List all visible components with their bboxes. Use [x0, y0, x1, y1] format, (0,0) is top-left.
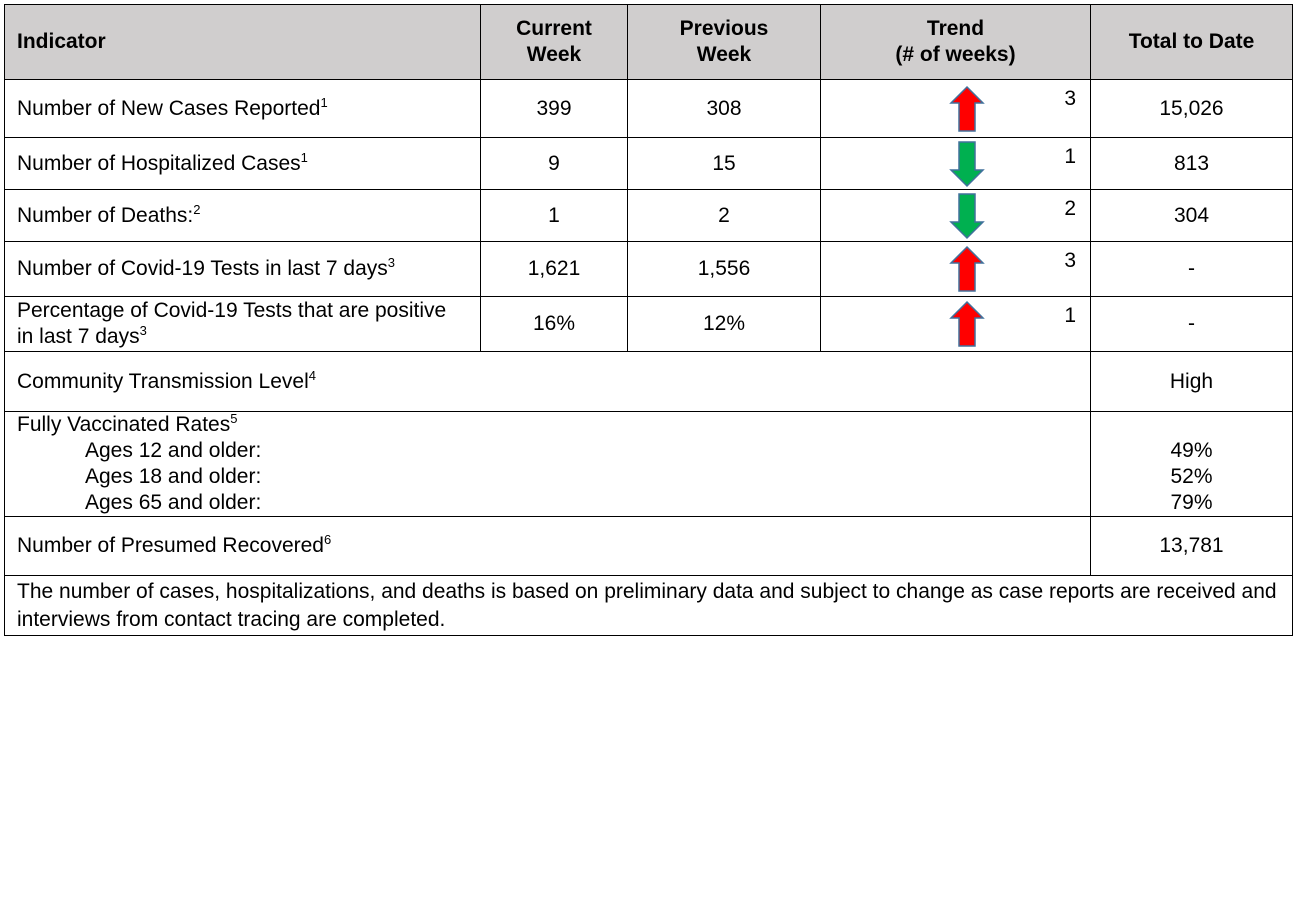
footnote-ref: 3 — [139, 323, 147, 338]
arrow-shape — [949, 192, 985, 239]
arrow-up — [949, 245, 985, 292]
transmission-row: Community Transmission Level4 High — [4, 351, 1293, 412]
arrow-up — [949, 300, 985, 347]
trend-weeks: 3 — [1064, 249, 1076, 272]
header-text: Trend — [926, 17, 985, 40]
total-cell: 813 — [1090, 137, 1293, 190]
trend-weeks: 3 — [1064, 87, 1076, 110]
current-cell: 16% — [480, 296, 628, 352]
footnote-row: The number of cases, hospitalizations, a… — [4, 575, 1293, 636]
footnote-ref: 1 — [320, 94, 328, 110]
footnote-ref: 5 — [230, 411, 238, 426]
current-cell: 399 — [480, 79, 628, 138]
vac-age: Ages 65 and older: — [85, 491, 262, 514]
label: Number of Presumed Recovered — [17, 534, 324, 557]
arrow-shape — [949, 300, 985, 347]
label: Number of Hospitalized Cases — [17, 151, 301, 175]
trend-weeks: 2 — [1064, 197, 1076, 220]
vac-value: 52% — [1170, 465, 1213, 488]
header-cell: Previous Week — [627, 4, 821, 80]
arrow-shape — [949, 140, 985, 187]
data-row: Number of New Cases Reported1 399 308 3 15,0… — [4, 79, 1293, 138]
indicator-cell: Number of Deaths:2 — [4, 189, 481, 242]
header-text: (# of weeks) — [895, 43, 1016, 66]
header-text: Total to Date — [1128, 30, 1255, 53]
indicator-cell: Percentage of Covid-19 Tests that are po… — [4, 296, 481, 352]
trend-cell: 3 — [820, 79, 1091, 138]
footnote-cell: The number of cases, hospitalizations, a… — [4, 575, 1293, 636]
arrow-shape — [949, 245, 985, 292]
value-cell: 49% 52% 79% — [1090, 411, 1293, 517]
header-text: Indicator — [17, 30, 106, 53]
total-cell: - — [1090, 241, 1293, 297]
previous-cell: 2 — [627, 189, 821, 242]
label: Number of Deaths: — [17, 203, 194, 227]
header-cell: Total to Date — [1090, 4, 1293, 80]
previous-cell: 12% — [627, 296, 821, 352]
footnote-ref: 1 — [300, 149, 308, 165]
arrow-shape — [949, 85, 985, 132]
header-text: Current — [516, 17, 592, 40]
data-row: Number of Hospitalized Cases1 9 15 1 813 — [4, 137, 1293, 190]
current-cell: 1,621 — [480, 241, 628, 297]
footnote-ref: 6 — [323, 532, 332, 547]
vaccinated-row: Fully Vaccinated Rates5 Ages 12 and older… — [4, 411, 1293, 517]
header-cell: Indicator — [4, 4, 481, 80]
header-text: Previous — [679, 17, 769, 40]
trend-cell: 3 — [820, 241, 1091, 297]
recovered-row: Number of Presumed Recovered6 13,781 — [4, 516, 1293, 576]
vac-value: 79% — [1170, 491, 1213, 514]
header-cell: Trend (# of weeks) — [820, 4, 1091, 80]
footnote-ref: 3 — [387, 255, 396, 270]
total-cell: 15,026 — [1090, 79, 1293, 138]
label-cell: Fully Vaccinated Rates5 Ages 12 and older… — [4, 411, 1091, 517]
previous-cell: 308 — [627, 79, 821, 138]
trend-weeks: 1 — [1064, 145, 1076, 168]
indicator-cell: Number of New Cases Reported1 — [4, 79, 481, 138]
trend-cell: 1 — [820, 137, 1091, 190]
value-cell: 13,781 — [1090, 516, 1293, 576]
spacer — [1103, 412, 1280, 438]
vac-heading: Fully Vaccinated Rates5 — [17, 412, 1078, 438]
footnote-ref: 2 — [193, 201, 201, 217]
label-cell: Community Transmission Level4 — [4, 351, 1091, 412]
covid-table: Indicator Current Week Previous Week Trend (# … — [4, 4, 1293, 636]
header-cell: Current Week — [480, 4, 628, 80]
data-row: Number of Deaths:2 1 2 2 304 — [4, 189, 1293, 242]
label: Number of New Cases Reported — [17, 96, 321, 120]
label: Number of Covid-19 Tests in last 7 days — [17, 257, 388, 280]
label: Fully Vaccinated Rates — [17, 413, 231, 436]
previous-cell: 15 — [627, 137, 821, 190]
data-row: Percentage of Covid-19 Tests that are po… — [4, 296, 1293, 352]
trend-cell: 2 — [820, 189, 1091, 242]
table-body: Indicator Current Week Previous Week Trend (# … — [4, 4, 1293, 636]
header-text: Week — [526, 43, 582, 66]
total-cell: 304 — [1090, 189, 1293, 242]
vac-age: Ages 18 and older: — [85, 465, 262, 488]
vac-value: 49% — [1170, 439, 1213, 462]
value-cell: High — [1090, 351, 1293, 412]
indicator-cell: Number of Covid-19 Tests in last 7 days3 — [4, 241, 481, 297]
label: Community Transmission Level — [17, 369, 309, 393]
arrow-down — [949, 192, 985, 239]
data-row: Number of Covid-19 Tests in last 7 days3… — [4, 241, 1293, 297]
header-row: Indicator Current Week Previous Week Trend (# … — [4, 4, 1293, 80]
total-cell: - — [1090, 296, 1293, 352]
arrow-up — [949, 85, 985, 132]
header-text: Week — [696, 43, 752, 66]
label-cell: Number of Presumed Recovered6 — [4, 516, 1091, 576]
trend-weeks: 1 — [1064, 304, 1076, 327]
trend-cell: 1 — [820, 296, 1091, 352]
indicator-cell: Number of Hospitalized Cases1 — [4, 137, 481, 190]
arrow-down — [949, 140, 985, 187]
current-cell: 9 — [480, 137, 628, 190]
vac-age: Ages 12 and older: — [85, 439, 262, 462]
label: Percentage of Covid-19 Tests that are po… — [17, 299, 447, 348]
current-cell: 1 — [480, 189, 628, 242]
footnote-ref: 4 — [308, 367, 316, 383]
previous-cell: 1,556 — [627, 241, 821, 297]
